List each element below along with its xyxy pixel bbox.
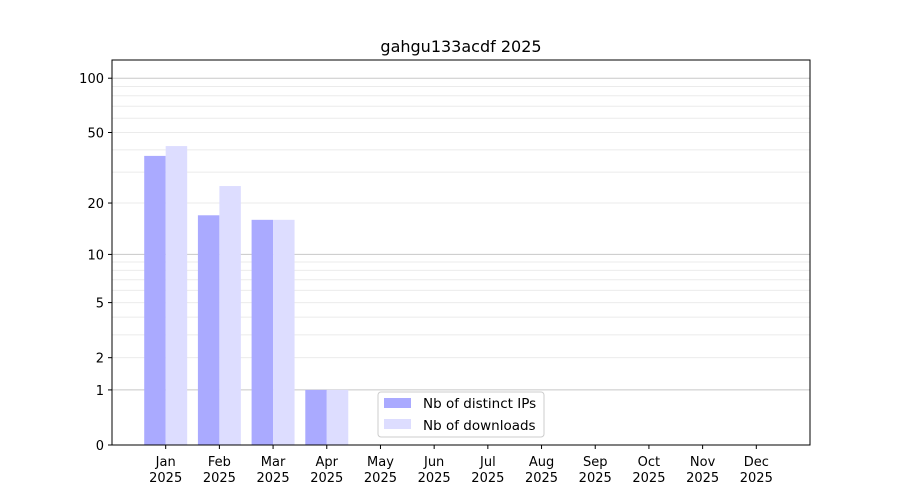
legend-swatch-ips [384,398,411,408]
y-tick-label: 2 [96,352,104,367]
legend-label-downloads: Nb of downloads [423,418,536,434]
y-tick-label: 5 [96,297,104,312]
y-tick-label: 1 [96,384,104,399]
x-tick-label: Apr 2025 [310,455,343,486]
x-tick-label: Feb 2025 [203,455,236,486]
bar-ips [251,219,274,445]
bar-ips [305,389,327,445]
bar-ips [197,215,220,445]
x-tick-label: Jun 2025 [418,455,451,486]
legend: Nb of distinct IPs Nb of downloads [377,391,545,438]
bar-downloads [165,146,188,445]
bar-downloads [219,186,241,445]
x-tick-label: Nov 2025 [686,455,719,486]
y-tick-label: 0 [96,439,104,454]
bar-ips [144,155,166,445]
legend-swatch-downloads [384,419,411,429]
chart-title: gahgu133acdf 2025 [380,37,541,56]
x-tick-label: Jan 2025 [149,455,182,486]
x-tick-label: Mar 2025 [257,455,290,486]
plot-frame [111,59,811,446]
y-tick-label: 50 [87,127,104,142]
x-tick-label: Aug 2025 [525,455,558,486]
x-tick-label: Sep 2025 [579,455,612,486]
x-tick-label: May 2025 [364,455,397,486]
legend-label-ips: Nb of distinct IPs [423,396,536,412]
x-tick-label: Oct 2025 [632,455,665,486]
y-tick-label: 100 [79,72,104,87]
bar-downloads [326,389,349,445]
y-tick-label: 10 [87,248,104,263]
bar-downloads [273,219,295,445]
x-tick-label: Jul 2025 [471,455,504,486]
x-tick-label: Dec 2025 [740,455,773,486]
y-tick-label: 20 [87,197,104,212]
